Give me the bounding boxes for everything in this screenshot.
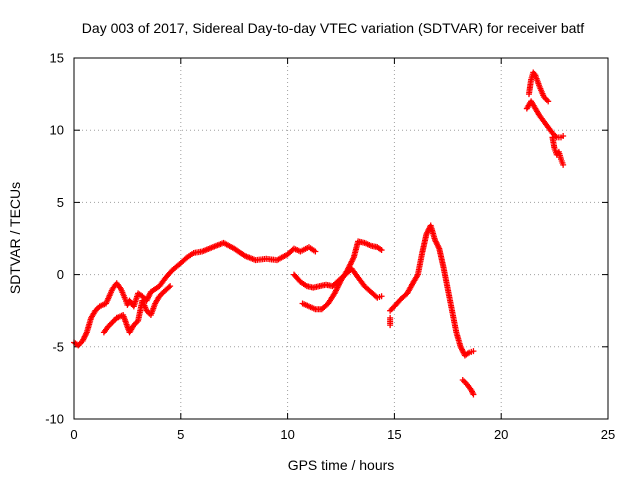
plot-frame <box>73 57 609 420</box>
series-arc-11 <box>549 134 567 168</box>
y-tick-label: -5 <box>52 339 64 354</box>
data-point-sample <box>165 284 172 291</box>
data-point <box>312 248 319 255</box>
y-axis-label: SDTVAR / TECUs <box>7 182 23 294</box>
series-arc-6 <box>387 222 477 359</box>
series-arc-9 <box>525 69 552 105</box>
y-tick-label: -10 <box>45 412 64 427</box>
y-tick-label: 15 <box>50 51 64 66</box>
data-point <box>545 98 552 105</box>
data-point <box>470 391 477 398</box>
x-axis-label: GPS time / hours <box>288 457 395 473</box>
series-arc-5 <box>299 238 385 313</box>
data-point <box>113 314 120 321</box>
series-arc-1 <box>71 239 319 349</box>
y-tick-label: 0 <box>57 267 64 282</box>
series-arc-2 <box>113 283 174 336</box>
x-tick-label: 20 <box>494 427 508 442</box>
data-point <box>470 348 477 355</box>
data-point <box>560 132 567 139</box>
series-arc-7 <box>387 314 394 329</box>
x-tick-label: 0 <box>70 427 77 442</box>
y-tick-label: 5 <box>57 195 64 210</box>
y-tick-label: 10 <box>50 123 64 138</box>
data-point <box>560 161 567 168</box>
chart-title: Day 003 of 2017, Sidereal Day-to-day VTE… <box>82 20 585 36</box>
x-tick-label: 5 <box>177 427 184 442</box>
x-tick-label: 10 <box>280 427 294 442</box>
x-tick-label: 15 <box>387 427 401 442</box>
data-point <box>387 322 394 329</box>
data-points <box>71 69 567 398</box>
x-tick-label: 25 <box>601 427 615 442</box>
data-point <box>378 293 385 300</box>
grid <box>74 58 608 419</box>
series-arc-8 <box>459 377 477 398</box>
data-point <box>378 247 385 254</box>
series-arc-3 <box>100 314 120 336</box>
series-arc-10 <box>523 98 567 141</box>
data-point <box>167 283 174 290</box>
